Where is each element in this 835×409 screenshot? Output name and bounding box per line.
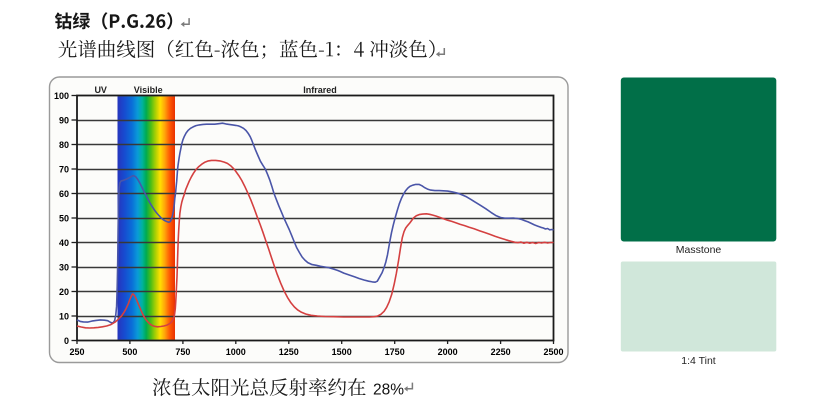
svg-text:70: 70	[59, 164, 69, 174]
svg-text:40: 40	[59, 238, 69, 248]
svg-text:500: 500	[122, 347, 137, 357]
svg-text:90: 90	[59, 115, 69, 125]
svg-text:Infrared: Infrared	[303, 85, 337, 95]
svg-text:60: 60	[59, 189, 69, 199]
svg-text:1500: 1500	[332, 347, 352, 357]
svg-text:28%: 28%	[373, 381, 404, 398]
svg-text:1750: 1750	[385, 347, 405, 357]
svg-text:10: 10	[59, 311, 69, 321]
svg-text:1000: 1000	[226, 347, 246, 357]
svg-text:1:4 Tint: 1:4 Tint	[681, 355, 716, 367]
svg-text:2500: 2500	[543, 347, 563, 357]
svg-text:0: 0	[64, 336, 69, 346]
svg-text:80: 80	[59, 140, 69, 150]
svg-text:Visible: Visible	[134, 85, 163, 95]
svg-text:250: 250	[69, 347, 84, 357]
svg-text:2000: 2000	[438, 347, 458, 357]
svg-text:1250: 1250	[279, 347, 299, 357]
svg-text:2250: 2250	[491, 347, 511, 357]
svg-text:100: 100	[54, 91, 69, 101]
svg-text:50: 50	[59, 213, 69, 223]
svg-text:Masstone: Masstone	[676, 244, 722, 256]
svg-text:750: 750	[175, 347, 190, 357]
svg-text:30: 30	[59, 262, 69, 272]
svg-text:UV: UV	[94, 85, 107, 95]
svg-text:20: 20	[59, 287, 69, 297]
